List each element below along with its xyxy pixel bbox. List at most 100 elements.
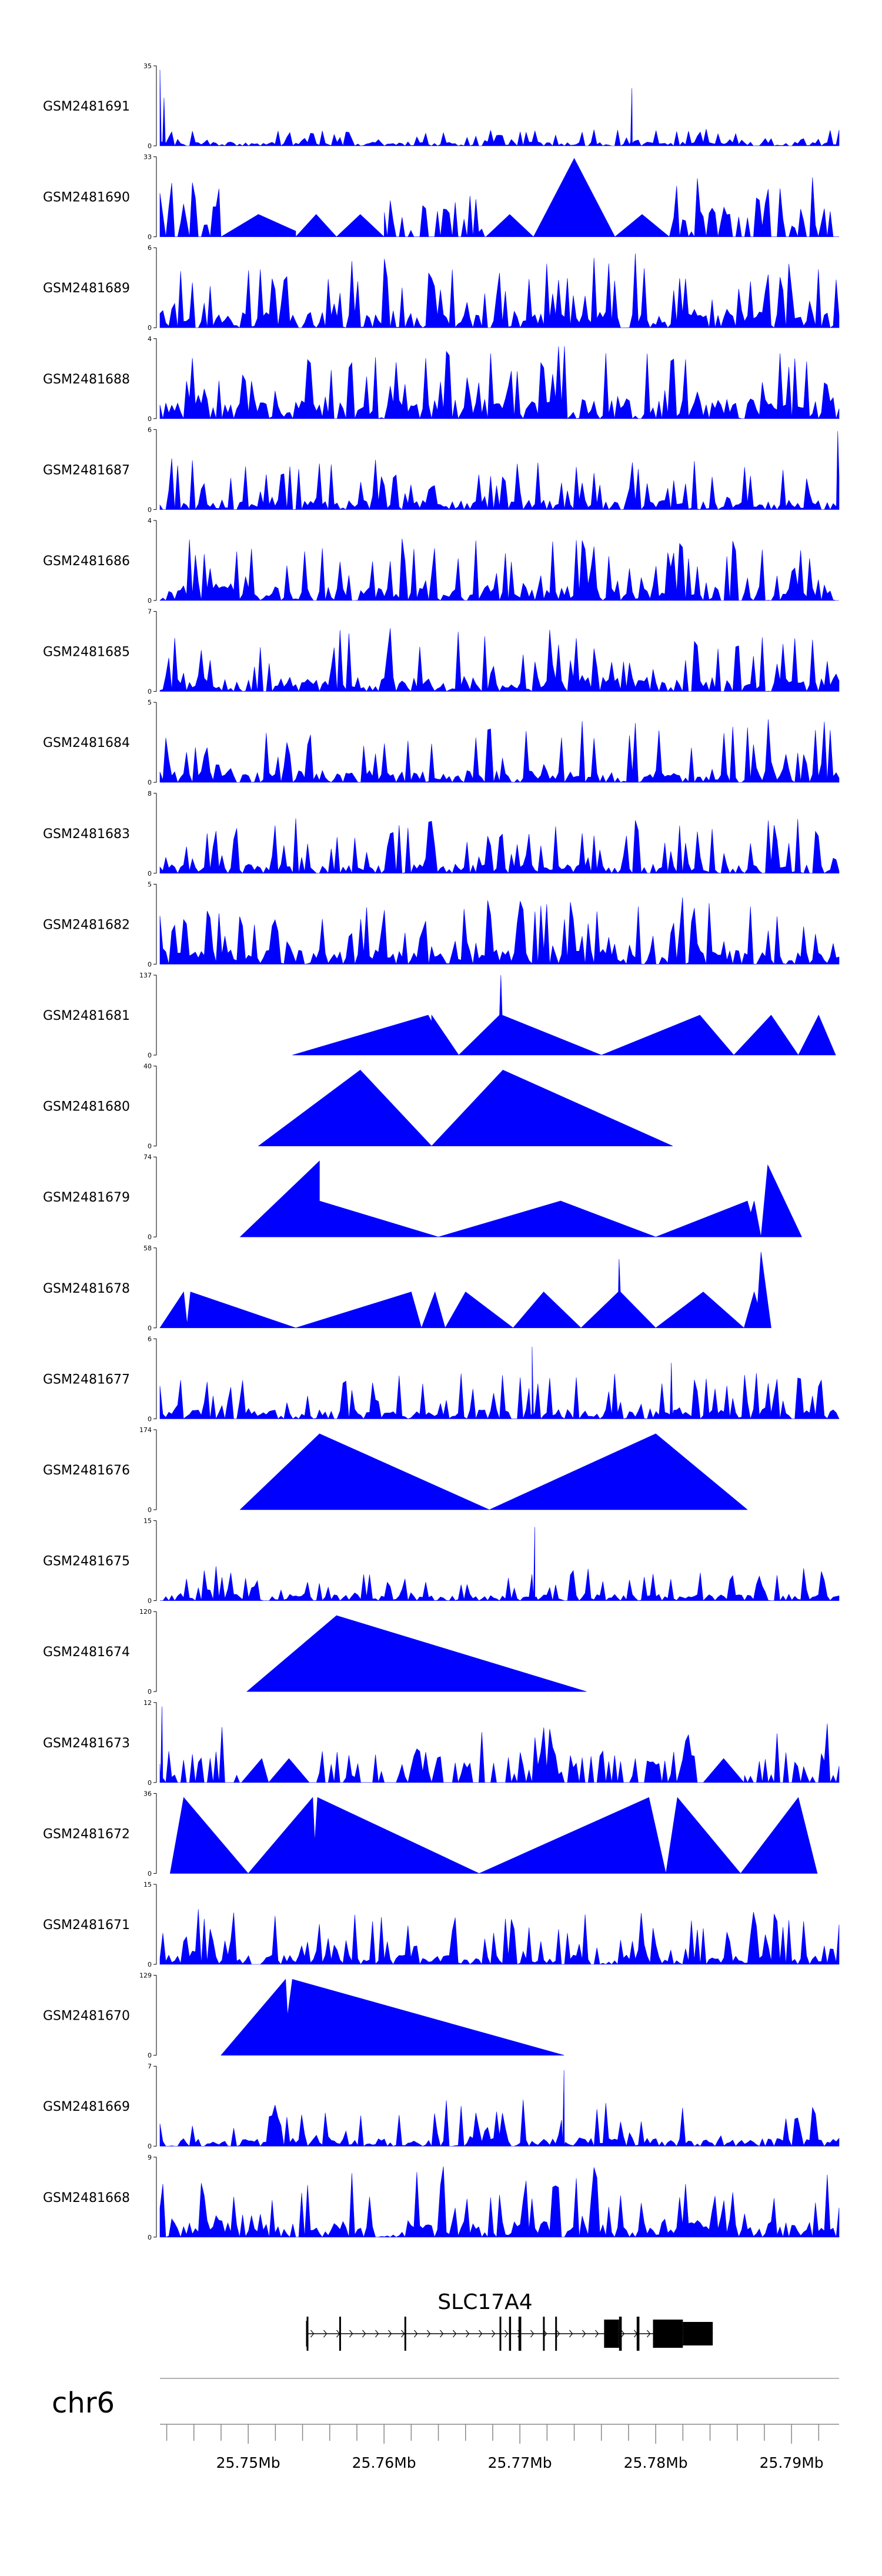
y-max-label: 129 <box>139 1972 152 1980</box>
genome-axis: chr6 25.75Mb 25.76Mb 25.77Mb 25.78Mb 25.79Mb <box>52 2378 839 2471</box>
y-max-label: 36 <box>143 1790 152 1797</box>
track-GSM2481688: GSM2481688 4 0 <box>43 335 840 423</box>
track-GSM2481675: GSM2481675 15 0 <box>43 1517 840 1605</box>
y-max-label: 33 <box>143 154 152 161</box>
y-max-label: 12 <box>143 1699 152 1707</box>
y-zero-label: 0 <box>148 142 152 150</box>
gene-exon <box>636 2317 640 2351</box>
track-GSM2481677: GSM2481677 6 0 <box>43 1335 840 1423</box>
data-tracks: GSM2481691350GSM2481690330GSM248168960GS… <box>43 62 840 2241</box>
track-label: GSM2481668 <box>43 2191 130 2205</box>
y-zero-label: 0 <box>148 2052 152 2060</box>
strand-arrow <box>362 2330 366 2338</box>
y-zero-label: 0 <box>148 1688 152 1696</box>
track-label: GSM2481669 <box>43 2100 130 2114</box>
track-GSM2481683: GSM2481683 8 0 <box>43 790 840 877</box>
track-GSM2481680: GSM2481680 40 0 <box>43 1063 673 1150</box>
track-area <box>159 2166 840 2238</box>
y-max-label: 120 <box>139 1608 152 1616</box>
strand-arrow <box>582 2330 586 2338</box>
track-GSM2481673: GSM2481673 12 0 <box>43 1699 840 1787</box>
strand-arrow <box>505 2330 509 2338</box>
track-area <box>258 1069 673 1147</box>
track-label: GSM2481673 <box>43 1736 130 1751</box>
track-label: GSM2481688 <box>43 372 130 387</box>
track-label: GSM2481676 <box>43 1463 130 1478</box>
gene-exon <box>653 2320 683 2348</box>
track-area <box>159 346 840 419</box>
track-GSM2481682: GSM2481682 5 0 <box>43 880 840 968</box>
y-zero-label: 0 <box>148 1506 152 1514</box>
y-zero-label: 0 <box>148 1870 152 1877</box>
track-GSM2481691: GSM2481691 35 0 <box>43 62 840 150</box>
y-max-label: 4 <box>148 517 152 525</box>
track-area <box>159 158 839 238</box>
y-zero-label: 0 <box>148 1961 152 1968</box>
strand-arrow <box>414 2330 418 2338</box>
y-zero-label: 0 <box>148 1597 152 1605</box>
y-max-label: 137 <box>139 972 152 979</box>
y-max-label: 4 <box>148 335 152 343</box>
x-tick-label: 25.78Mb <box>624 2454 688 2471</box>
track-GSM2481690: GSM2481690 33 0 <box>43 154 839 241</box>
y-zero-label: 0 <box>148 597 152 605</box>
gene-exon <box>404 2317 406 2351</box>
track-area <box>169 1797 818 1874</box>
track-area <box>159 897 840 965</box>
y-max-label: 9 <box>148 2154 152 2161</box>
track-label: GSM2481685 <box>43 645 130 660</box>
y-max-label: 5 <box>148 880 152 888</box>
track-GSM2481684: GSM2481684 5 0 <box>43 699 840 786</box>
track-GSM2481685: GSM2481685 7 0 <box>43 608 840 696</box>
y-max-label: 6 <box>148 244 152 252</box>
strand-arrow <box>595 2330 599 2338</box>
track-GSM2481686: GSM2481686 4 0 <box>43 517 839 605</box>
strand-arrow <box>621 2330 625 2338</box>
strand-arrow <box>375 2330 379 2338</box>
track-area <box>159 719 840 783</box>
y-zero-label: 0 <box>148 506 152 513</box>
gene-exon <box>555 2317 557 2351</box>
y-zero-label: 0 <box>148 415 152 423</box>
track-GSM2481672: GSM2481672 36 0 <box>43 1790 818 1877</box>
track-label: GSM2481677 <box>43 1372 130 1387</box>
track-label: GSM2481680 <box>43 1100 130 1115</box>
strand-arrow <box>530 2330 534 2338</box>
track-area <box>220 1978 564 2056</box>
gene-exon <box>604 2320 619 2348</box>
chromosome-label: chr6 <box>52 2387 115 2420</box>
strand-arrow <box>492 2330 496 2338</box>
y-max-label: 5 <box>148 699 152 706</box>
track-GSM2481681: GSM2481681 137 0 <box>43 972 836 1059</box>
y-zero-label: 0 <box>148 688 152 696</box>
track-label: GSM2481691 <box>43 99 130 114</box>
track-area <box>160 1527 840 1601</box>
gene-track: SLC17A4 <box>306 2290 713 2351</box>
y-max-label: 174 <box>139 1426 152 1434</box>
x-tick-label: 25.77Mb <box>488 2454 552 2471</box>
track-label: GSM2481687 <box>43 463 130 478</box>
y-max-label: 35 <box>143 62 152 70</box>
y-max-label: 15 <box>143 1517 152 1525</box>
y-zero-label: 0 <box>148 870 152 877</box>
strand-arrow <box>647 2330 651 2338</box>
gene-exon <box>339 2317 341 2351</box>
track-GSM2481671: GSM2481671 15 0 <box>43 1881 840 1968</box>
y-zero-label: 0 <box>148 1052 152 1059</box>
track-area <box>159 818 840 874</box>
track-label: GSM2481681 <box>43 1009 130 1023</box>
strand-arrow <box>427 2330 431 2338</box>
track-label: GSM2481682 <box>43 917 130 932</box>
track-label: GSM2481678 <box>43 1282 130 1296</box>
y-zero-label: 0 <box>148 2143 152 2150</box>
y-zero-label: 0 <box>148 1324 152 1332</box>
y-max-label: 6 <box>148 426 152 433</box>
y-zero-label: 0 <box>148 1779 152 1787</box>
track-area <box>159 1909 840 1965</box>
track-label: GSM2481674 <box>43 1645 130 1660</box>
y-zero-label: 0 <box>148 2234 152 2241</box>
track-area <box>159 1252 771 1329</box>
strand-arrow <box>310 2330 315 2338</box>
track-label: GSM2481670 <box>43 2009 130 2024</box>
